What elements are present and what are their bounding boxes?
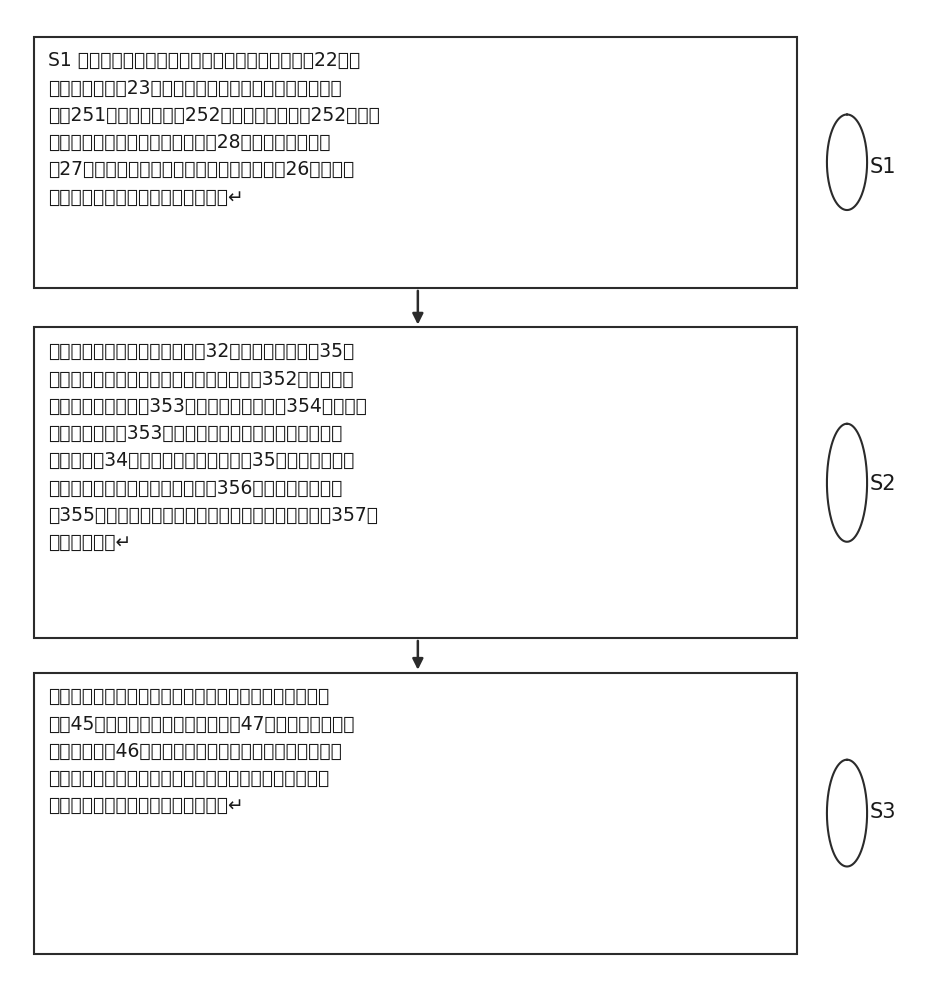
Text: S2: S2 <box>870 474 896 494</box>
Text: 上下覆胶：电路板由两侧的侧轨组件进行输送，由限位组
件（45）进行挡住，而后上顶机构（47）顶起电路板，而
后下压机构（46）下降，将电路板夹住；而后两侧边的纵: 上下覆胶：电路板由两侧的侧轨组件进行输送，由限位组 件（45）进行挡住，而后上顶… <box>48 687 354 815</box>
Bar <box>34 327 797 638</box>
Text: 单面贴胶：首先第一移动模组（32）调节贴胶组件（35）
的位置对准电路板；胶纸设置从在缠绕轮（352）中送出，
设置在摆动过料板（353）中，贴胶纸气缸（354: 单面贴胶：首先第一移动模组（32）调节贴胶组件（35） 的位置对准电路板；胶纸设… <box>48 342 378 552</box>
Bar <box>34 673 797 954</box>
Text: S3: S3 <box>870 802 896 822</box>
Bar <box>34 37 797 288</box>
Text: S1 电路板输送定位：电路板放置在第一侧轨组件（22）和
第二侧轨组件（23）中进行输送，在贴胶工位时，阻挡气
缸（251）带动阻挡块（252）顶起，阻挡块（2: S1 电路板输送定位：电路板放置在第一侧轨组件（22）和 第二侧轨组件（23）中… <box>48 51 380 207</box>
Text: S1: S1 <box>870 157 896 177</box>
